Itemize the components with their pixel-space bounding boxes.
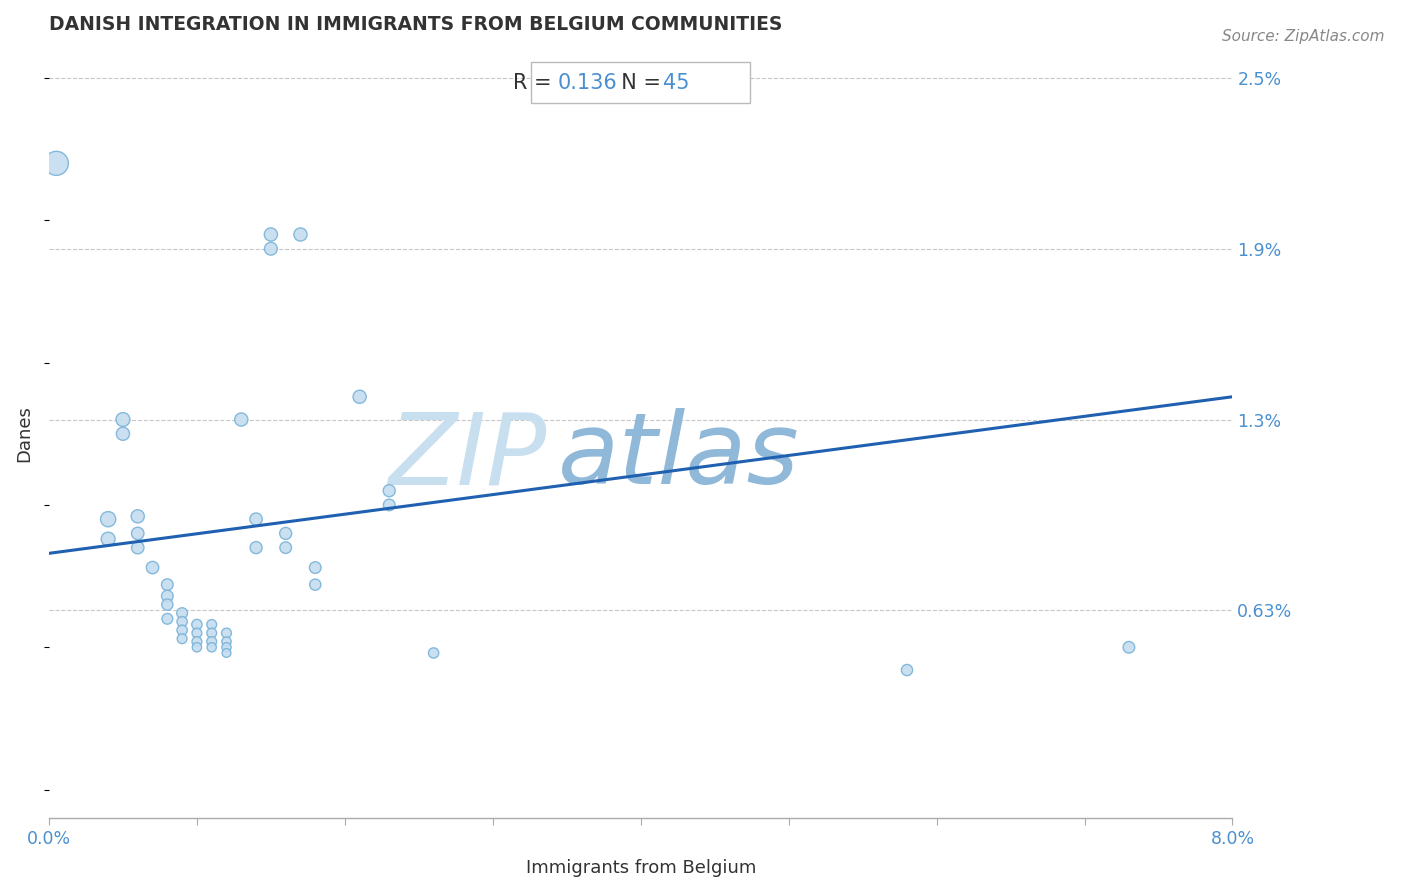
Text: 0.136: 0.136 [558,72,617,93]
Point [97,532,120,546]
Point [304,577,326,591]
Text: Source: ZipAtlas.com: Source: ZipAtlas.com [1222,29,1385,44]
Point [245,512,267,526]
Point [127,541,149,555]
Point [231,412,253,426]
Point [141,560,163,574]
Point [156,577,179,591]
Point [201,640,224,655]
Text: N =: N = [607,72,668,93]
Point [186,640,208,655]
Point [290,227,312,242]
Point [111,412,134,426]
Text: 45: 45 [664,72,690,93]
Point [127,509,149,524]
Point [378,498,401,512]
Text: ZIP: ZIP [388,409,546,506]
Point [378,483,401,498]
Point [274,541,297,555]
Point [201,626,224,640]
Text: DANISH INTEGRATION IN IMMIGRANTS FROM BELGIUM COMMUNITIES: DANISH INTEGRATION IN IMMIGRANTS FROM BE… [49,15,782,34]
Point [201,617,224,632]
Y-axis label: Danes: Danes [15,405,32,462]
Point [245,541,267,555]
Point [215,640,238,655]
Point [156,612,179,626]
Point [97,512,120,526]
Point [156,589,179,603]
Point [896,663,918,677]
Text: R = 0.136   N = 45: R = 0.136 N = 45 [541,72,740,93]
Point [215,626,238,640]
Point [172,623,194,637]
Point [274,526,297,541]
Point [349,390,371,404]
Point [186,626,208,640]
Text: R =: R = [513,72,558,93]
Point [127,526,149,541]
Point [172,615,194,629]
Point [172,606,194,620]
Point [172,632,194,646]
Point [156,598,179,612]
Point [111,426,134,441]
Point [45,156,67,170]
Point [215,634,238,648]
Text: atlas: atlas [558,409,800,506]
Point [186,617,208,632]
Point [304,560,326,574]
Point [260,227,283,242]
Point [260,242,283,256]
Point [1118,640,1140,655]
X-axis label: Immigrants from Belgium: Immigrants from Belgium [526,859,756,877]
Point [186,634,208,648]
Point [215,646,238,660]
Point [422,646,444,660]
Point [201,634,224,648]
